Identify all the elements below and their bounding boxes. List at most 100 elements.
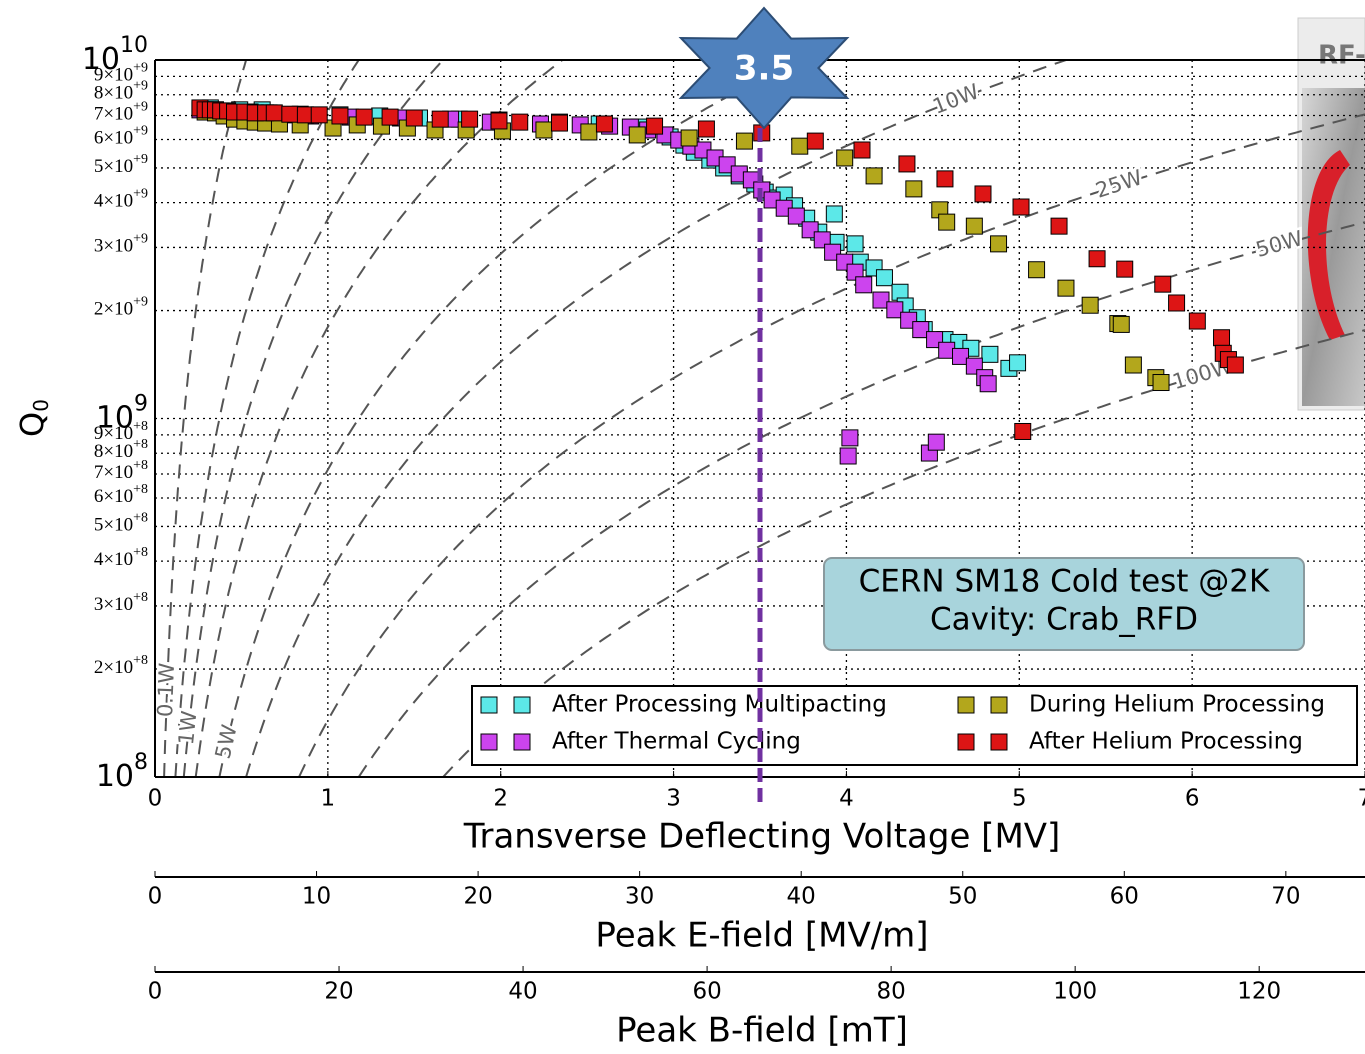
- y-tick-exp: +8: [133, 590, 148, 605]
- secondary-tick-label: 0: [148, 884, 163, 910]
- data-point: [1050, 217, 1068, 235]
- y-tick-base: 3×10: [94, 236, 133, 257]
- legend-swatch: [480, 696, 498, 714]
- power-curve: [357, 221, 1365, 777]
- y-tick-label: 5×10+8: [94, 511, 148, 536]
- y-tick-label: 1010: [82, 33, 148, 77]
- secondary-tick-label: 50: [948, 884, 977, 910]
- data-point: [1088, 250, 1106, 268]
- secondary-tick-label: 60: [692, 979, 721, 1005]
- y-tick-exp: +8: [133, 511, 148, 526]
- secondary-tick-label: 80: [876, 979, 905, 1005]
- data-point: [490, 112, 508, 130]
- data-point: [846, 263, 864, 281]
- data-point: [1028, 261, 1046, 279]
- x-tick-label: 5: [1012, 786, 1027, 812]
- data-point: [1112, 315, 1130, 333]
- y-axis-title-main: Q: [13, 412, 51, 437]
- secondary-tick-label: 10: [302, 884, 331, 910]
- y-tick-exp: +9: [133, 61, 148, 76]
- data-point: [405, 109, 423, 127]
- y-tick-base: 4×10: [94, 191, 133, 212]
- secondary-tick-label: 20: [324, 979, 353, 1005]
- secondary-tick-label: 0: [148, 979, 163, 1005]
- x-axis-title: Transverse Deflecting Voltage [MV]: [463, 817, 1061, 857]
- data-point: [355, 108, 373, 126]
- y-tick-label: 7×10+9: [94, 100, 148, 125]
- y-tick-label: 8×10+8: [94, 437, 148, 462]
- secondary-tick-label: 100: [1053, 979, 1097, 1005]
- marker-label: 3.5: [734, 49, 794, 89]
- data-point: [1213, 329, 1231, 347]
- data-point: [331, 107, 349, 125]
- x-tick-label: 0: [148, 786, 163, 812]
- data-point: [841, 429, 859, 447]
- data-point: [550, 114, 568, 132]
- y-tick-exp: +9: [133, 187, 148, 202]
- legend-label: After Helium Processing: [1029, 729, 1303, 755]
- data-point: [281, 105, 299, 123]
- secondary-tick-label: 20: [463, 884, 492, 910]
- y-axis-title: Q0: [13, 399, 53, 437]
- y-tick-exp: 10: [120, 33, 148, 58]
- y-tick-exp: +8: [133, 482, 148, 497]
- data-point: [872, 291, 890, 309]
- y-tick-base: 5×10: [94, 515, 133, 536]
- y-tick-exp: +9: [133, 124, 148, 139]
- data-point: [1012, 198, 1030, 216]
- y-tick-label: 6×10+8: [94, 482, 148, 507]
- y-tick-exp: +9: [133, 79, 148, 94]
- data-point: [936, 170, 954, 188]
- data-point: [511, 113, 529, 131]
- marker-star: [678, 6, 850, 130]
- data-point: [580, 123, 598, 141]
- x-tick-label: 1: [321, 786, 336, 812]
- data-point: [310, 106, 328, 124]
- legend-swatch: [990, 696, 1008, 714]
- legend-swatch: [990, 733, 1008, 751]
- y-tick-base: 7×10: [94, 104, 133, 125]
- data-point: [979, 375, 997, 393]
- y-tick-label: 3×10+8: [94, 590, 148, 615]
- legend-label: After Thermal Cycling: [552, 729, 801, 755]
- info-box: [823, 557, 1305, 651]
- power-curve: [245, 60, 1067, 777]
- data-point: [898, 155, 916, 173]
- y-axis-title-sub: 0: [29, 399, 53, 412]
- y-tick-label: 4×10+8: [94, 545, 148, 570]
- data-point: [974, 185, 992, 203]
- data-point: [535, 121, 553, 139]
- legend-swatch: [513, 733, 531, 751]
- legend-swatch: [957, 733, 975, 751]
- y-tick-base: 2×10: [94, 657, 133, 678]
- data-point: [990, 235, 1008, 253]
- y-tick-label: 4×10+9: [94, 187, 148, 212]
- y-tick-exp: +8: [133, 458, 148, 473]
- power-curve: [174, 60, 360, 777]
- data-point: [965, 217, 983, 235]
- data-point: [836, 149, 854, 167]
- photo-detail: [1307, 150, 1350, 340]
- data-point: [1226, 356, 1244, 374]
- y-tick-base: 7×10: [94, 462, 133, 483]
- data-point: [855, 276, 873, 294]
- y-tick-exp: +8: [133, 437, 148, 452]
- data-point: [1014, 422, 1032, 440]
- data-point: [1188, 312, 1206, 330]
- data-point: [791, 137, 809, 155]
- y-tick-base: 6×10: [94, 486, 133, 507]
- y-tick-base: 10: [96, 759, 134, 794]
- y-tick-label: 2×10+8: [94, 653, 148, 678]
- y-tick-base: 2×10: [94, 299, 133, 320]
- y-tick-label: 6×10+9: [94, 124, 148, 149]
- y-tick-base: 5×10: [94, 156, 133, 177]
- y-tick-label: 108: [96, 750, 148, 794]
- data-point: [265, 104, 283, 122]
- y-tick-base: 6×10: [94, 128, 133, 149]
- secondary-tick-label: 70: [1271, 884, 1300, 910]
- data-point: [1154, 275, 1172, 293]
- data-point: [846, 235, 864, 253]
- y-tick-base: 8×10: [94, 442, 133, 463]
- y-tick-label: 9×10+9: [94, 61, 148, 86]
